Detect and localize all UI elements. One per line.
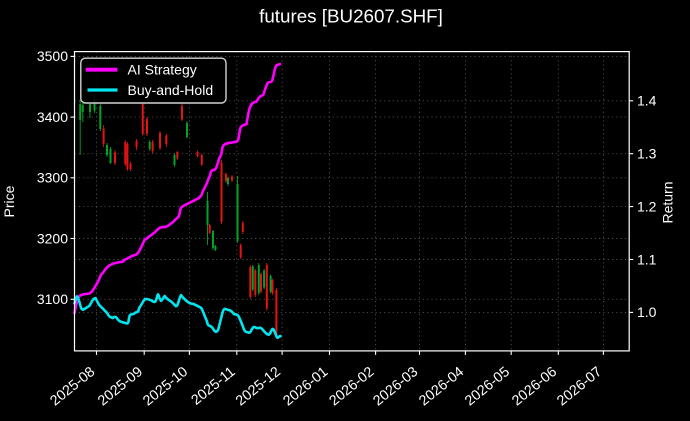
svg-text:3100: 3100 [37, 291, 68, 307]
svg-text:1.4: 1.4 [637, 93, 657, 109]
svg-text:1.3: 1.3 [637, 146, 657, 162]
svg-text:3200: 3200 [37, 230, 68, 246]
svg-text:AI Strategy: AI Strategy [128, 62, 197, 78]
svg-text:1.2: 1.2 [637, 198, 657, 214]
svg-text:3500: 3500 [37, 48, 68, 64]
svg-text:Price: Price [1, 185, 17, 217]
svg-text:3400: 3400 [37, 109, 68, 125]
svg-text:futures [BU2607.SHF]: futures [BU2607.SHF] [259, 6, 443, 27]
svg-text:Return: Return [660, 181, 676, 223]
svg-text:3300: 3300 [37, 170, 68, 186]
svg-text:Buy-and-Hold: Buy-and-Hold [128, 82, 214, 98]
svg-text:1.0: 1.0 [637, 304, 657, 320]
svg-text:1.1: 1.1 [637, 251, 657, 267]
